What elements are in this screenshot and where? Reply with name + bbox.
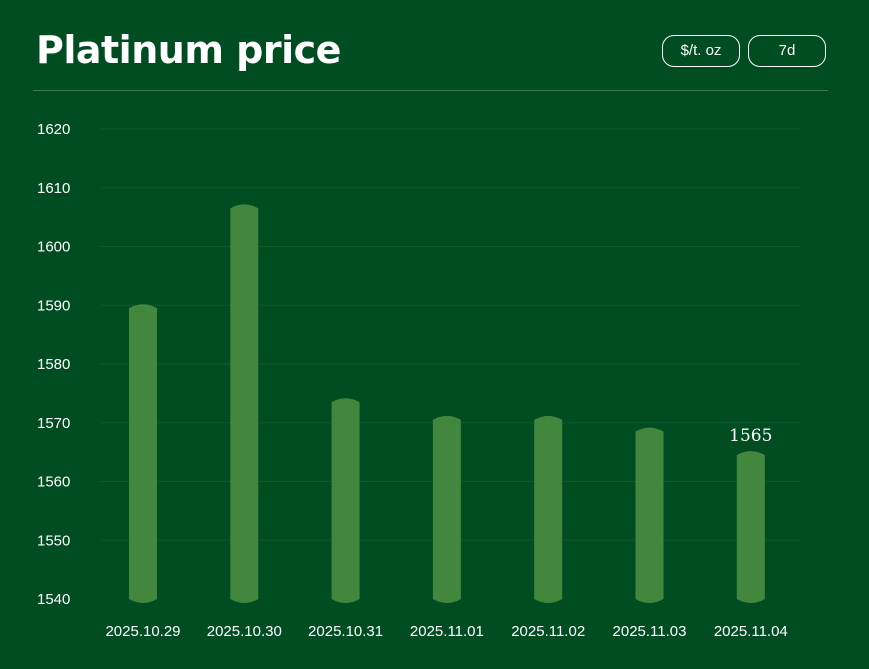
header-divider [33,90,828,91]
x-tick-label: 2025.11.01 [410,623,484,640]
x-tick-label: 2025.11.04 [714,623,788,640]
x-tick-label: 2025.11.02 [511,623,585,640]
y-tick-label: 1600 [37,239,70,256]
y-tick-label: 1570 [37,415,70,432]
bar-2025.11.01 [432,415,461,603]
page-title: Platinum price [36,28,341,72]
y-tick-label: 1620 [37,121,70,138]
y-tick-label: 1560 [37,474,70,491]
bar-2025.10.31 [331,398,360,603]
y-tick-label: 1580 [37,356,70,373]
x-axis-ticks: 2025.10.29 2025.10.30 2025.10.31 2025.11.01… [105,623,787,640]
bar-2025.10.29 [129,304,157,603]
bar-2025.10.30 [230,204,259,603]
value-label: 1565 [729,426,772,446]
bars [129,204,765,603]
x-tick-label: 2025.10.31 [308,623,383,640]
y-tick-label: 1540 [37,591,70,608]
bar-2025.11.03 [635,427,664,603]
x-tick-label: 2025.10.30 [207,623,282,640]
y-axis-ticks: 1540 1550 1560 1570 1580 1590 1600 1610 1620 [37,121,70,608]
x-tick-label: 2025.10.29 [105,623,180,640]
y-tick-label: 1610 [37,180,70,197]
bar-2025.11.04 [736,451,765,603]
y-tick-label: 1590 [37,297,70,314]
unit-toggle-button[interactable]: $/t. oz [662,35,740,67]
x-tick-label: 2025.11.03 [613,623,687,640]
y-tick-label: 1550 [37,532,70,549]
bar-2025.11.02 [534,415,563,603]
time-range-button[interactable]: 7d [748,35,826,67]
